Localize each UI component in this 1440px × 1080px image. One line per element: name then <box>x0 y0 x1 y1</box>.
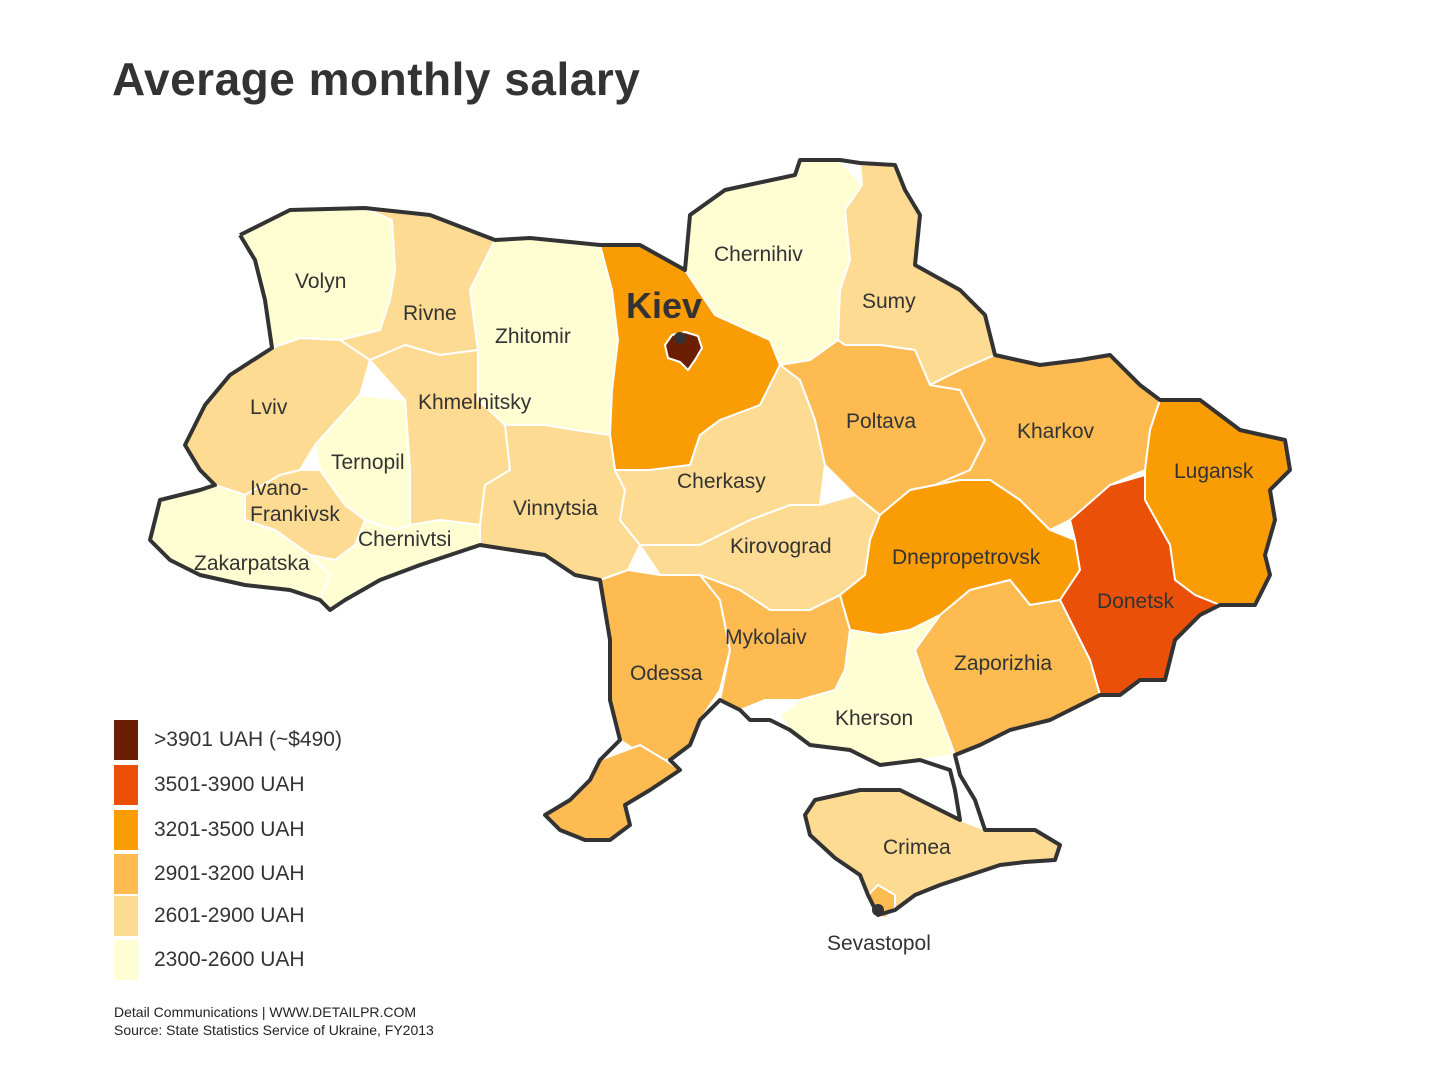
legend-item: 2901-3200 UAH <box>114 854 474 894</box>
footer-credit: Detail Communications | WWW.DETAILPR.COM <box>114 1004 417 1020</box>
label-ivano-frankivsk-2: Frankivsk <box>250 503 340 526</box>
region-odessa-south[interactable] <box>544 744 681 841</box>
label-ternopil: Ternopil <box>331 451 405 474</box>
label-cherkasy: Cherkasy <box>677 470 766 493</box>
legend-item: 3201-3500 UAH <box>114 810 474 850</box>
legend-label: 2601-2900 UAH <box>154 904 305 927</box>
label-zakarpatska: Zakarpatska <box>194 552 310 575</box>
label-kirovograd: Kirovograd <box>730 535 832 558</box>
label-rivne: Rivne <box>403 302 457 325</box>
label-sevastopol: Sevastopol <box>827 932 931 955</box>
legend-item: 3501-3900 UAH <box>114 765 474 805</box>
label-poltava: Poltava <box>846 410 916 433</box>
legend-label: 2901-3200 UAH <box>154 862 305 885</box>
label-khmelnitsky: Khmelnitsky <box>418 391 532 414</box>
label-chernivtsi: Chernivtsi <box>358 528 451 551</box>
legend-swatch <box>114 720 138 760</box>
label-chernihiv: Chernihiv <box>714 243 803 266</box>
legend-item: 2601-2900 UAH <box>114 896 474 936</box>
label-kharkov: Kharkov <box>1017 420 1095 443</box>
label-kiev: Kiev <box>626 285 702 326</box>
legend-label: 2300-2600 UAH <box>154 948 305 971</box>
country-border <box>148 158 1292 917</box>
map-title: Average monthly salary <box>112 53 641 105</box>
legend-swatch <box>114 940 138 980</box>
label-vinnytsia: Vinnytsia <box>513 497 598 520</box>
legend-label: >3901 UAH (~$490) <box>154 728 342 751</box>
legend-label: 3201-3500 UAH <box>154 818 305 841</box>
footer-source: Source: State Statistics Service of Ukra… <box>114 1022 434 1038</box>
label-kherson: Kherson <box>835 707 913 730</box>
label-lviv: Lviv <box>250 396 288 419</box>
label-odessa: Odessa <box>630 662 703 685</box>
legend-swatch <box>114 896 138 936</box>
label-donetsk: Donetsk <box>1097 590 1175 613</box>
label-zhitomir: Zhitomir <box>495 325 571 348</box>
label-crimea: Crimea <box>883 836 951 859</box>
label-mykolaiv: Mykolaiv <box>725 626 807 649</box>
legend-label: 3501-3900 UAH <box>154 773 305 796</box>
sevastopol-marker <box>872 904 884 916</box>
legend-swatch <box>114 810 138 850</box>
legend-item: >3901 UAH (~$490) <box>114 720 474 760</box>
label-volyn: Volyn <box>295 270 346 293</box>
legend-swatch <box>114 854 138 894</box>
label-sumy: Sumy <box>862 290 916 313</box>
label-dnepropetrovsk: Dnepropetrovsk <box>892 546 1041 569</box>
label-zaporizhia: Zaporizhia <box>954 652 1052 675</box>
label-ivano-frankivsk-1: Ivano- <box>250 477 308 500</box>
legend-swatch <box>114 765 138 805</box>
kiev-city-marker <box>674 332 686 344</box>
legend-item: 2300-2600 UAH <box>114 940 474 980</box>
label-lugansk: Lugansk <box>1174 460 1254 483</box>
